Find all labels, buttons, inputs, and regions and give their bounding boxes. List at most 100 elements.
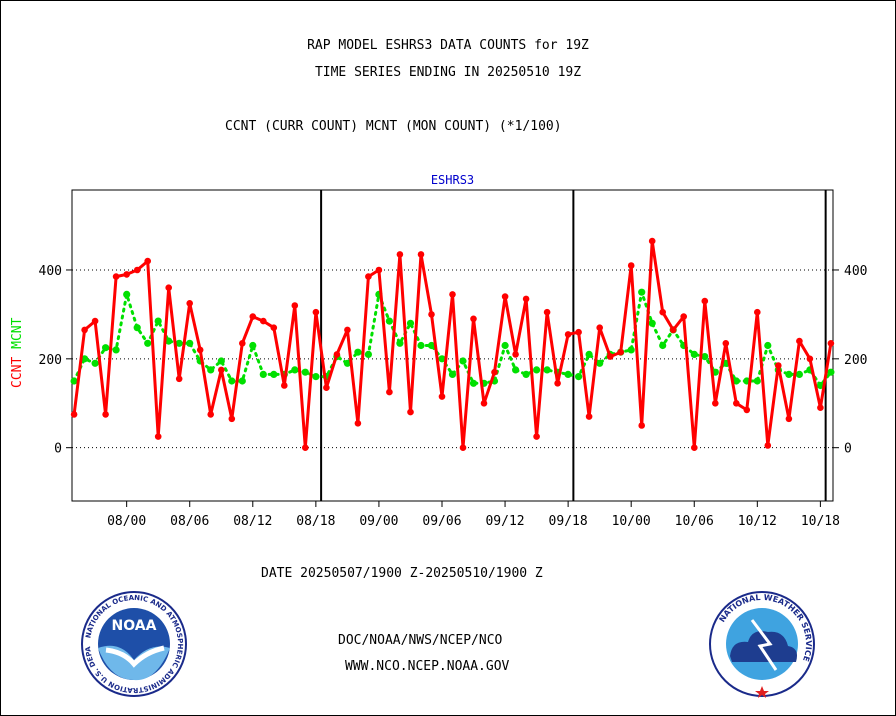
ccnt-point	[512, 351, 519, 358]
x-tick-label: 08/06	[170, 514, 209, 529]
mcnt-point	[690, 350, 698, 358]
y-tick-label-left: 0	[54, 442, 62, 457]
ccnt-point	[680, 313, 687, 320]
mcnt-point	[501, 341, 509, 350]
ccnt-point	[480, 400, 488, 407]
y-axis-label: CCNT MCNT	[10, 317, 25, 388]
mcnt-point	[795, 370, 804, 378]
mcnt-point	[785, 370, 793, 378]
ccnt-point	[123, 271, 130, 278]
ccnt-point	[459, 444, 467, 452]
x-tick-label: 09/00	[359, 514, 398, 529]
ccnt-point	[428, 311, 435, 318]
ccnt-point	[365, 273, 372, 280]
mcnt-point	[301, 368, 309, 376]
ccnt-point	[407, 408, 414, 416]
mcnt-point	[154, 317, 162, 325]
ccnt-point	[764, 442, 772, 449]
mcnt-point	[638, 288, 646, 296]
mcnt-point	[354, 348, 362, 356]
mcnt-point	[91, 359, 99, 367]
mcnt-point	[144, 339, 152, 347]
ccnt-point	[554, 380, 561, 387]
ccnt-point	[70, 411, 78, 418]
ccnt-point	[754, 308, 761, 316]
y-tick-label-left: 200	[39, 353, 62, 368]
ccnt-point	[827, 340, 835, 347]
ccnt-point	[543, 308, 551, 316]
mcnt-point	[270, 370, 278, 378]
mcnt-point	[81, 355, 89, 363]
ccnt-point	[501, 293, 509, 300]
mcnt-point	[732, 377, 740, 385]
mcnt-point	[406, 319, 415, 327]
mcnt-point	[459, 357, 467, 365]
ccnt-point	[522, 295, 530, 303]
x-tick-label: 09/06	[422, 514, 461, 529]
mcnt-point	[522, 370, 530, 378]
plot-title: ESHRS3	[431, 173, 474, 187]
website-link[interactable]: WWW.NCO.NCEP.NOAA.GOV	[345, 659, 510, 674]
x-tick-label: 10/12	[738, 514, 777, 529]
ccnt-point	[239, 340, 246, 347]
ccnt-point	[701, 297, 709, 305]
ccnt-point	[438, 393, 446, 400]
y-tick-label-left: 400	[39, 264, 62, 279]
ccnt-point	[386, 388, 393, 396]
ccnt-point	[491, 368, 498, 376]
ccnt-point	[81, 326, 88, 334]
mcnt-point	[186, 339, 194, 347]
mcnt-point	[469, 379, 478, 387]
ccnt-point	[354, 420, 362, 427]
ccnt-point	[669, 326, 677, 334]
chart-title-line1: RAP MODEL ESHRS3 DATA COUNTS for 19Z	[307, 38, 589, 53]
ccnt-point	[785, 415, 793, 423]
nws-logo[interactable]: NATIONAL WEATHER SERVICE	[708, 590, 816, 698]
mcnt-point	[427, 341, 436, 350]
mcnt-point	[585, 350, 593, 358]
ccnt-point	[575, 328, 582, 336]
noaa-logo[interactable]: NATIONAL OCEANIC AND ATMOSPHERIC ADMINIS…	[80, 590, 188, 698]
ccnt-point	[596, 324, 603, 332]
ccnt-point	[796, 337, 803, 345]
mcnt-point	[312, 373, 320, 381]
org-path-link[interactable]: DOC/NOAA/NWS/NCEP/NCO	[338, 633, 503, 648]
mcnt-point	[228, 377, 236, 385]
y-tick-label-right: 400	[844, 264, 867, 279]
y-label-mcnt: MCNT	[10, 317, 25, 348]
x-tick-label: 08/00	[107, 514, 146, 529]
noaa-label: NOAA	[112, 618, 157, 634]
mcnt-point	[438, 355, 446, 363]
ccnt-point	[333, 351, 341, 358]
mcnt-point	[753, 377, 761, 385]
ccnt-point	[712, 400, 719, 407]
mcnt-point	[575, 373, 583, 381]
x-tick-label: 08/12	[233, 514, 272, 529]
ccnt-point	[291, 302, 299, 309]
ccnt-point	[775, 362, 782, 369]
ccnt-point	[207, 411, 214, 418]
ccnt-point	[249, 313, 257, 320]
mcnt-point	[133, 324, 141, 332]
plot-area	[71, 189, 834, 502]
x-tick-label: 10/06	[675, 514, 714, 529]
x-tick-label: 08/18	[296, 514, 335, 529]
mcnt-point	[123, 290, 131, 298]
mcnt-point	[249, 341, 257, 350]
ccnt-point	[449, 291, 456, 298]
ccnt-point	[743, 406, 751, 414]
ccnt-point	[722, 340, 730, 347]
mcnt-point	[627, 346, 635, 354]
ccnt-point	[228, 415, 236, 423]
ccnt-point	[260, 317, 267, 325]
ccnt-point	[375, 266, 383, 274]
ccnt-point	[691, 444, 698, 452]
mcnt-point	[448, 370, 457, 378]
ccnt-point	[617, 348, 624, 356]
ccnt-point	[186, 300, 193, 307]
mcnt-point	[364, 350, 372, 358]
ccnt-point	[91, 317, 99, 325]
ccnt-point	[312, 308, 320, 316]
x-tick-label: 09/12	[485, 514, 524, 529]
